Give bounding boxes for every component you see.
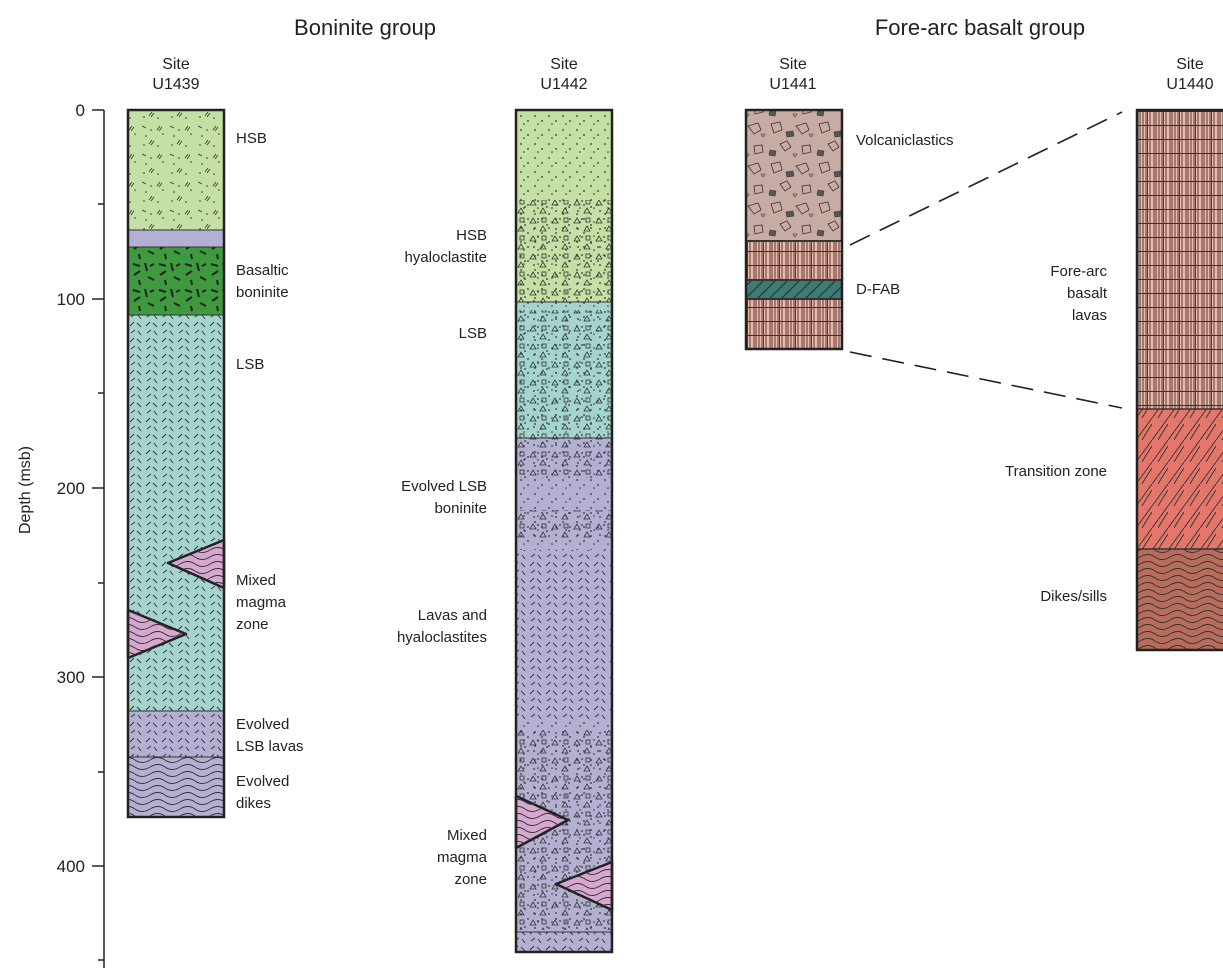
correlation-lines bbox=[849, 111, 1123, 409]
u1440-label-transition: Transition zone bbox=[1005, 463, 1107, 480]
u1441-label-volcaniclastics: Volcaniclastics bbox=[856, 132, 954, 149]
site-u1441-header: Site U1441 bbox=[769, 56, 816, 93]
u1442-label-lavas-hyaloclastites: Lavas and hyaloclastites bbox=[397, 607, 487, 646]
column-u1442 bbox=[514, 108, 614, 954]
u1442-boundaries bbox=[516, 301, 612, 933]
u1440-label-fab-lavas: Fore-arc basalt lavas bbox=[1050, 263, 1108, 324]
u1439-boundaries bbox=[128, 229, 224, 758]
site-u1440-header: Site U1440 bbox=[1166, 56, 1213, 93]
u1439-label-basaltic-boninite: Basaltic boninite bbox=[236, 262, 289, 301]
u1442-label-evolved-lsb-boninite: Evolved LSB boninite bbox=[401, 478, 487, 517]
u1441-label-dfab: D-FAB bbox=[856, 281, 900, 298]
u1439-evolved-lsb-lavas-unit bbox=[128, 711, 224, 757]
depth-tick-200: 200 bbox=[57, 479, 85, 498]
depth-tick-0: 0 bbox=[76, 101, 85, 120]
u1441-boundaries bbox=[746, 240, 842, 300]
u1439-label-mixed: Mixed magma zone bbox=[236, 572, 287, 633]
u1439-label-hsb: HSB bbox=[236, 130, 267, 147]
column-u1441 bbox=[744, 108, 844, 351]
u1441-upper-fab-unit bbox=[746, 241, 842, 280]
site-u1442-header: Site U1442 bbox=[540, 56, 587, 93]
u1442-evolved-lsb-boninite-unit bbox=[516, 438, 612, 550]
u1440-boundaries bbox=[1137, 408, 1223, 550]
forearc-group-title: Fore-arc basalt group bbox=[875, 15, 1085, 40]
u1440-label-dikes: Dikes/sills bbox=[1040, 588, 1107, 605]
depth-axis: 0 100 200 300 400 Depth (msb) bbox=[17, 101, 105, 968]
depth-axis-label: Depth (msb) bbox=[17, 446, 34, 534]
depth-tick-400: 400 bbox=[57, 857, 85, 876]
u1441-volcaniclastics-unit bbox=[746, 110, 842, 241]
u1442-label-mixed: Mixed magma zone bbox=[437, 827, 488, 888]
u1440-fab-lavas-unit bbox=[1137, 110, 1223, 409]
u1440-dikes-sills-unit bbox=[1137, 549, 1223, 650]
u1441-lower-fab-unit bbox=[746, 299, 842, 349]
u1439-hsb-unit bbox=[128, 110, 224, 230]
boninite-group-title: Boninite group bbox=[294, 15, 436, 40]
u1442-lsb-unit bbox=[516, 302, 612, 438]
u1439-thin-purple-unit bbox=[128, 230, 224, 247]
u1439-label-evolved-dikes: Evolved dikes bbox=[236, 773, 289, 812]
u1440-transition-zone-unit bbox=[1137, 409, 1223, 549]
u1439-label-lsb: LSB bbox=[236, 356, 264, 373]
depth-tick-300: 300 bbox=[57, 668, 85, 687]
u1442-hsb-hyaloclastite-unit bbox=[516, 110, 612, 302]
u1439-evolved-dikes-unit bbox=[128, 757, 224, 817]
u1439-lsb-unit bbox=[128, 315, 224, 711]
u1439-basaltic-boninite-unit bbox=[128, 247, 224, 315]
u1441-dfab-unit bbox=[746, 280, 842, 299]
u1442-label-hsb-hyaloclastite: HSB hyaloclastite bbox=[404, 227, 487, 266]
depth-tick-100: 100 bbox=[57, 290, 85, 309]
u1442-label-lsb: LSB bbox=[459, 325, 487, 342]
column-u1440 bbox=[1135, 108, 1223, 652]
site-u1439-header: Site U1439 bbox=[152, 56, 199, 93]
u1439-label-evolved-lsb-lavas: Evolved LSB lavas bbox=[236, 716, 304, 755]
column-u1439 bbox=[126, 108, 226, 819]
